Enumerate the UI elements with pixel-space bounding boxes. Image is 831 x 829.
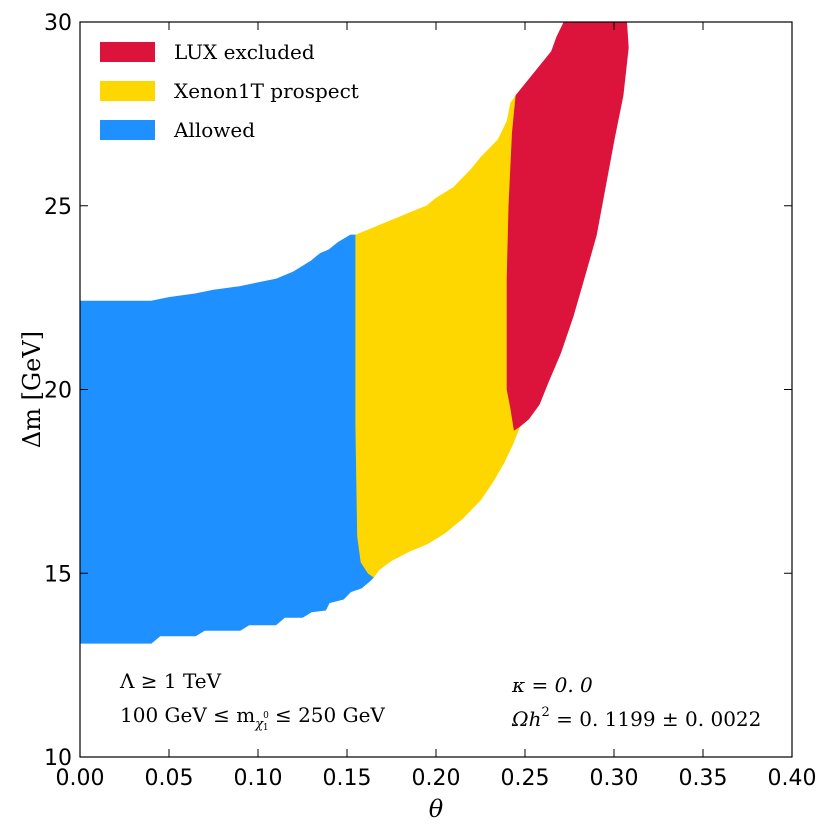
x-tick-label: 0.20 (412, 766, 461, 791)
x-tick-label: 0.15 (323, 766, 372, 791)
annotation-right: κ = 0. 0 Ωh2 = 0. 1199 ± 0. 0022 (511, 673, 761, 731)
legend-label: LUX excluded (174, 40, 315, 64)
legend-swatch (100, 42, 155, 62)
region-allowed (79, 234, 375, 644)
annotation-mass-sup: 0 (263, 711, 269, 721)
annotation-relic-tail: = 0. 1199 ± 0. 0022 (550, 707, 762, 731)
annotation-lambda: Λ ≥ 1 TeV (119, 669, 222, 693)
annotation-kappa: κ = 0. 0 (511, 673, 593, 697)
y-tick-label: 20 (44, 379, 72, 404)
region-xenon1t-prospect (355, 93, 521, 578)
legend-swatch (100, 81, 155, 101)
legend-swatch (100, 120, 155, 140)
legend-label: Xenon1T prospect (174, 79, 359, 103)
x-tick-label: 0.40 (768, 766, 817, 791)
annotation-relic-sup: 2 (541, 705, 549, 720)
annotation-mass-sub: χ (254, 717, 264, 732)
x-tick-label: 0.10 (234, 766, 283, 791)
x-axis-label: θ (429, 795, 444, 823)
plot-regions (79, 21, 629, 644)
region-lux-excluded (506, 21, 629, 431)
x-tick-label: 0.05 (145, 766, 194, 791)
annotation-mass-range-tail: ≤ 250 GeV (269, 703, 386, 727)
annotation-relic-head: Ωh (511, 707, 541, 731)
x-tick-label: 0.35 (679, 766, 728, 791)
annotation-left: Λ ≥ 1 TeV 100 GeV ≤ mχ0 1 ≤ 250 GeV (119, 669, 385, 733)
annotation-mass-range: 100 GeV ≤ mχ0 1 ≤ 250 GeV (120, 703, 385, 733)
legend: LUX excluded Xenon1T prospect Allowed (100, 40, 359, 142)
x-tick-label: 0.00 (56, 766, 105, 791)
y-tick-label: 15 (44, 562, 72, 587)
y-tick-label: 30 (44, 11, 72, 36)
annotation-mass-subsub: 1 (263, 723, 269, 733)
y-axis-label: Δm [GeV] (18, 331, 46, 448)
legend-label: Allowed (173, 118, 255, 142)
y-tick-label: 10 (44, 746, 72, 771)
annotation-mass-range-head: 100 GeV ≤ m (120, 703, 255, 727)
y-tick-label: 25 (44, 195, 72, 220)
annotation-relic-density: Ωh2 = 0. 1199 ± 0. 0022 (511, 705, 761, 731)
x-tick-label: 0.25 (501, 766, 550, 791)
x-tick-label: 0.30 (590, 766, 639, 791)
axis-ticks: 0.00 0.05 0.10 0.15 0.20 0.25 0.30 0.35 0.401015… (44, 11, 816, 791)
